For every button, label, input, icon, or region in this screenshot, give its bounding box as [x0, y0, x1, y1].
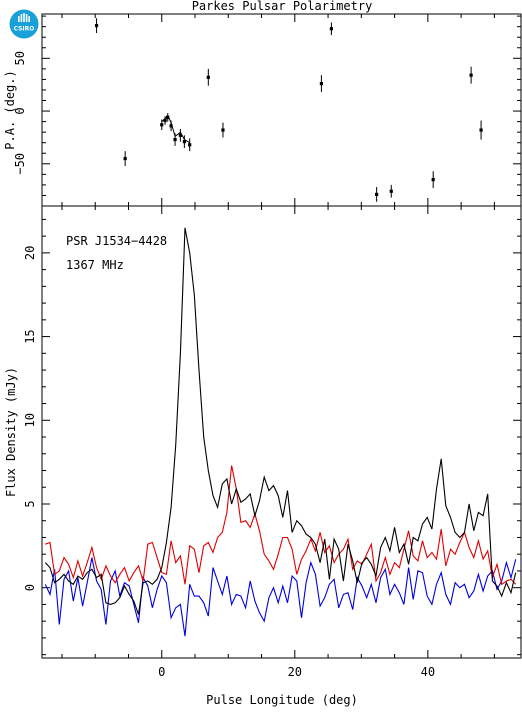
flux-panel-frame [41, 205, 522, 659]
longitude-axis-label: Pulse Longitude (deg) [206, 693, 358, 707]
pa-point [94, 24, 99, 28]
pa-point [389, 189, 393, 193]
chart-title: Parkes Pulsar Polarimetry [192, 0, 373, 13]
flux-ytick-label: 5 [23, 500, 37, 507]
csiro-logo-badge [9, 9, 39, 39]
pa-point [431, 178, 435, 182]
pa-panel: Parkes Pulsar Polarimetry −50 0 50 P.A. (d… [3, 0, 522, 207]
flux-panel: 0 5 10 15 20 0 20 40 Flux Density (mJy) Pulse … [4, 205, 522, 707]
pa-point [123, 156, 127, 161]
pa-ytick-label: 0 [13, 107, 27, 114]
flux-ytick-label: 15 [23, 329, 37, 343]
pa-panel-ticks [42, 14, 521, 206]
pa-point [375, 192, 379, 196]
circular-polarization-line [44, 557, 517, 637]
pa-point [221, 128, 225, 132]
pa-ytick-label: −50 [13, 153, 27, 175]
flux-ytick-label: 20 [23, 246, 37, 260]
flux-panel-ticks [42, 206, 521, 658]
pa-point [166, 115, 170, 119]
pa-axis-label: P.A. (deg.) [3, 70, 17, 149]
pa-panel-frame [41, 13, 522, 207]
linear-polarization-line [45, 465, 517, 586]
total-intensity-line [44, 227, 517, 615]
pa-point [188, 143, 192, 147]
pa-point [169, 124, 173, 128]
frequency-annotation: 1367 MHz [66, 258, 124, 272]
pa-panel-ytick-labels: −50 0 50 [13, 51, 27, 175]
flux-ytick-label: 0 [23, 584, 37, 591]
flux-xtick-label: 40 [421, 665, 435, 679]
csiro-logo: CSIRO [9, 9, 39, 39]
pa-point [182, 140, 186, 144]
pa-point [206, 75, 210, 79]
pa-trace [161, 114, 190, 144]
flux-series [44, 227, 517, 637]
pa-point [319, 82, 324, 86]
pa-point [469, 73, 473, 77]
pa-point [163, 118, 167, 123]
pa-ytick-label: 50 [13, 51, 27, 65]
pa-point [178, 133, 182, 137]
flux-axis-label: Flux Density (mJy) [4, 367, 18, 497]
pa-point [479, 128, 483, 132]
pa-points [94, 18, 483, 202]
flux-panel-xtick-labels: 0 20 40 [158, 665, 435, 679]
pa-point [329, 27, 333, 31]
pulsar-name-annotation: PSR J1534−4428 [66, 234, 167, 248]
flux-ytick-label: 10 [23, 413, 37, 427]
pa-point [173, 137, 177, 142]
csiro-logo-text: CSIRO [14, 26, 35, 33]
flux-xtick-label: 20 [288, 665, 302, 679]
flux-xtick-label: 0 [158, 665, 165, 679]
pa-point [160, 123, 164, 127]
flux-panel-ytick-labels: 0 5 10 15 20 [23, 246, 37, 592]
